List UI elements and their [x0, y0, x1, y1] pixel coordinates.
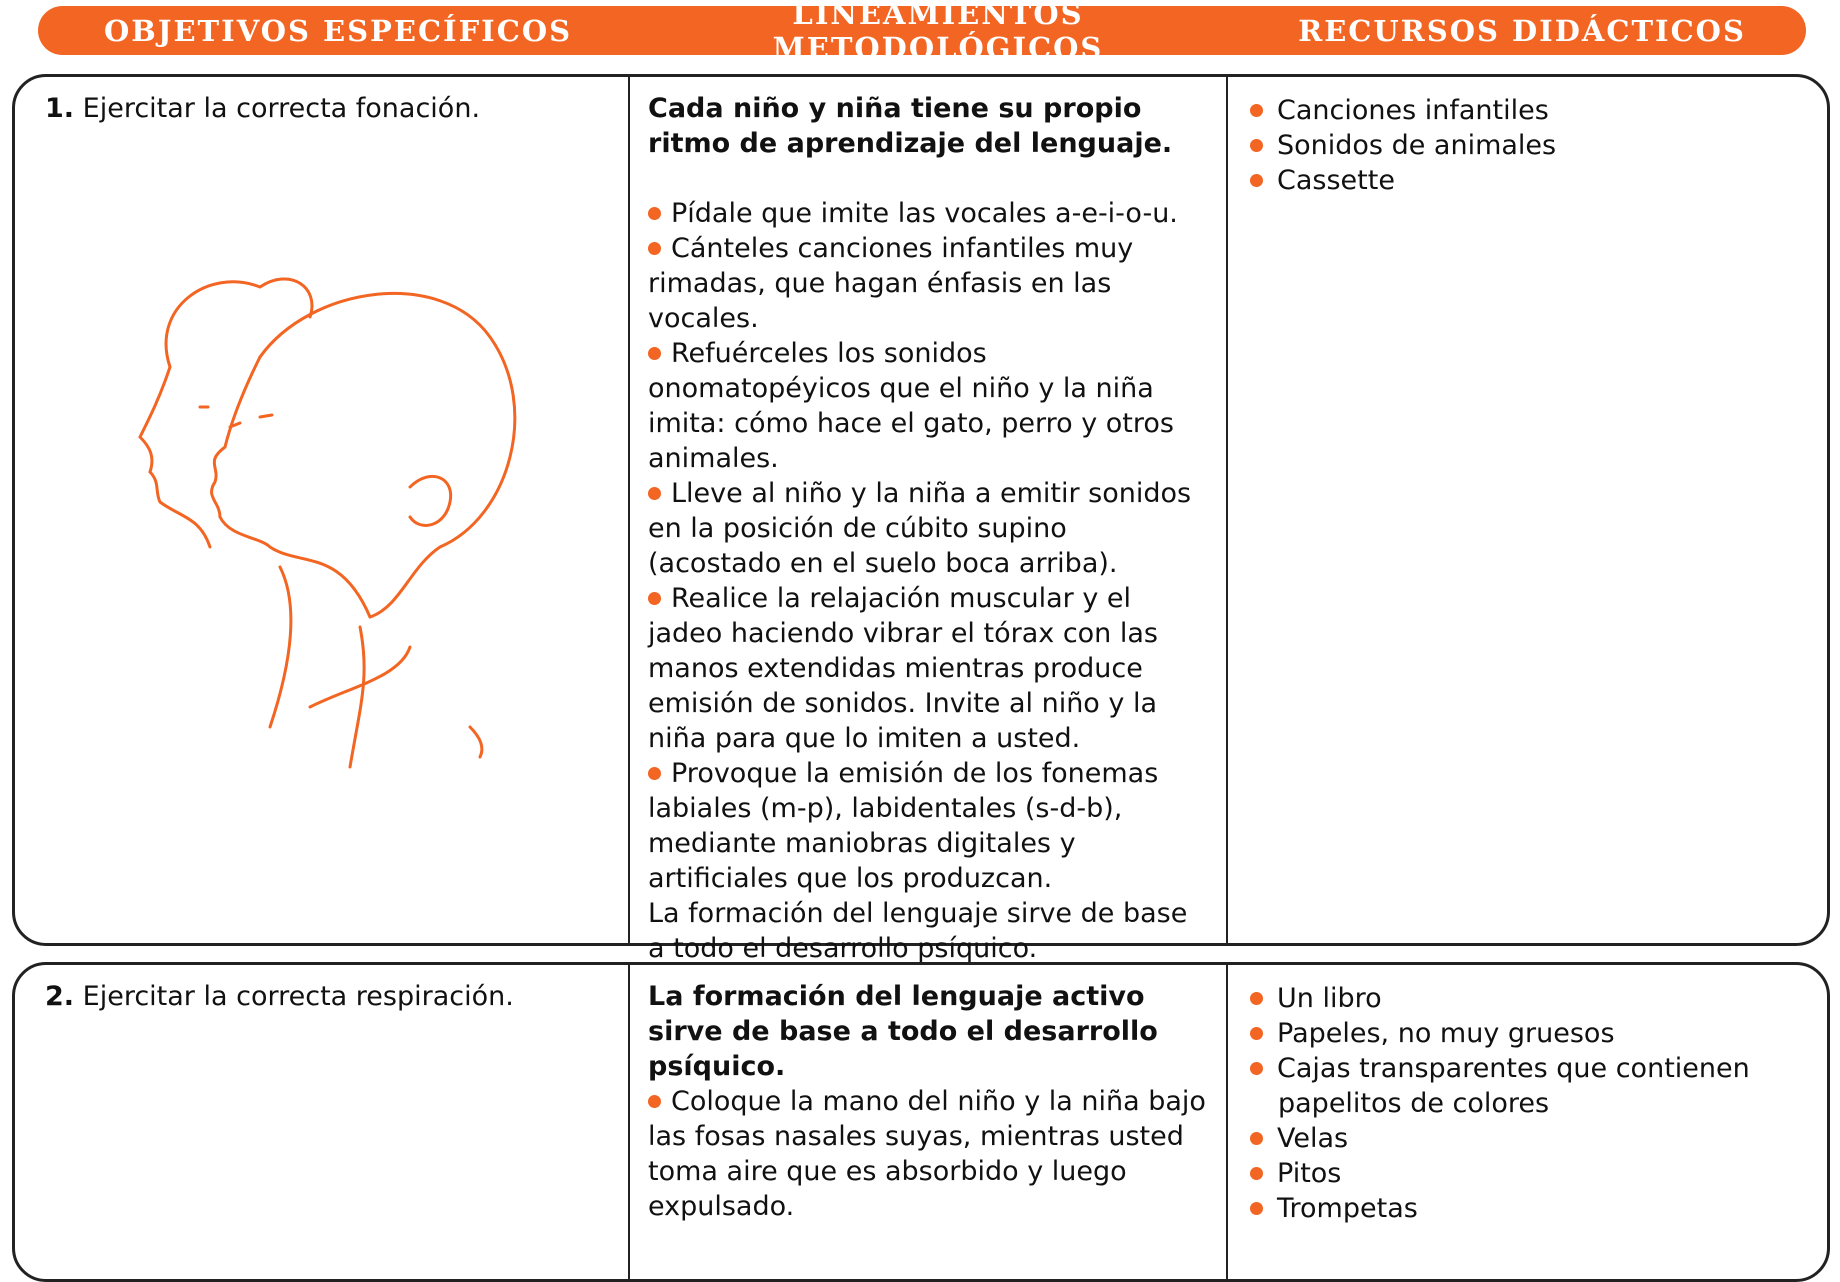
objective-text: Ejercitar la correcta fonación.: [82, 93, 481, 124]
resource-item: Cajas transparentes que contienen papeli…: [1250, 1051, 1805, 1121]
bullet: [648, 592, 661, 605]
bullet: [648, 207, 661, 220]
bullet: [1250, 1027, 1263, 1040]
bullet: [1250, 174, 1263, 187]
column-header: OBJETIVOS ESPECÍFICOS: [103, 13, 573, 48]
column-header: RECURSOS DIDÁCTICOS: [1298, 13, 1746, 48]
row-box: 1. Ejercitar la correcta fonación. Cada n…: [12, 74, 1830, 964]
bullet: [1250, 139, 1263, 152]
resources-cell: Canciones infantiles Sonidos de animales C…: [1228, 77, 1827, 943]
bullet: [648, 487, 661, 500]
bullet: [648, 1095, 661, 1108]
bullet: [1250, 1202, 1263, 1215]
methodology-title: La formación del lenguaje activo sirve d…: [648, 981, 1158, 1082]
resource-text: Pitos: [1277, 1158, 1342, 1189]
bullet: [1250, 104, 1263, 117]
methodology-cell: La formación del lenguaje activo sirve d…: [628, 965, 1228, 1279]
item-text: Provoque la emisión de los fonemas labia…: [648, 758, 1159, 894]
bullet: [648, 347, 661, 360]
resource-text: Cassette: [1277, 165, 1395, 196]
objective-cell: 2. Ejercitar la correcta respiración.: [15, 965, 628, 1279]
illustration: [138, 277, 517, 769]
resources-cell: Un libro Papeles, no muy gruesos Cajas tra…: [1228, 965, 1827, 1279]
objective-cell: 1. Ejercitar la correcta fonación.: [15, 77, 628, 943]
resource-item: Sonidos de animales: [1250, 128, 1805, 163]
resource-text: Un libro: [1277, 983, 1382, 1014]
item-text: Coloque la mano del niño y la niña bajo …: [648, 1086, 1206, 1222]
resource-item: Un libro: [1250, 981, 1805, 1016]
methodology-item: Refuérceles los sonidos onomatopéyicos q…: [648, 336, 1208, 476]
resource-item: Papeles, no muy gruesos: [1250, 1016, 1805, 1051]
item-text: Lleve al niño y la niña a emitir sonidos…: [648, 478, 1192, 579]
objective-text: Ejercitar la correcta respiración.: [82, 981, 514, 1012]
methodology-cell: Cada niño y niña tiene su propio ritmo d…: [628, 77, 1228, 964]
objective-number: 2.: [45, 981, 75, 1012]
item-text: Pídale que imite las vocales a-e-i-o-u.: [671, 198, 1178, 229]
resource-item: Cassette: [1250, 163, 1805, 198]
bullet: [648, 767, 661, 780]
objective: 2. Ejercitar la correcta respiración.: [45, 979, 598, 1014]
row-box: 2. Ejercitar la correcta respiración. La …: [12, 962, 1830, 1282]
resource-text: Cajas transparentes que contienen papeli…: [1277, 1053, 1750, 1119]
header-bar: OBJETIVOS ESPECÍFICOS LINEAMIENTOS METODO…: [38, 0, 1806, 65]
resource-text: Canciones infantiles: [1277, 95, 1549, 126]
item-text: Cánteles canciones infantiles muy rimada…: [648, 233, 1134, 334]
methodology-item: Realice la relajación muscular y el jade…: [648, 581, 1208, 756]
bullet: [648, 242, 661, 255]
objective-number: 1.: [45, 93, 75, 124]
objective: 1. Ejercitar la correcta fonación.: [45, 91, 598, 126]
page: OBJETIVOS ESPECÍFICOS LINEAMIENTOS METODO…: [12, 0, 1830, 1282]
methodology-item: Coloque la mano del niño y la niña bajo …: [648, 1084, 1208, 1224]
item-text: Realice la relajación muscular y el jade…: [648, 583, 1158, 754]
bullet: [1250, 1062, 1263, 1075]
resource-item: Trompetas: [1250, 1191, 1805, 1226]
resource-item: Pitos: [1250, 1156, 1805, 1191]
resource-item: Canciones infantiles: [1250, 93, 1805, 128]
methodology-item: Pídale que imite las vocales a-e-i-o-u.: [648, 196, 1208, 231]
resource-text: Sonidos de animales: [1277, 130, 1557, 161]
bullet: [1250, 992, 1263, 1005]
methodology-title: Cada niño y niña tiene su propio ritmo d…: [648, 93, 1173, 159]
methodology-item: Lleve al niño y la niña a emitir sonidos…: [648, 476, 1208, 581]
resource-text: Velas: [1277, 1123, 1349, 1154]
column-header: LINEAMIENTOS METODOLÓGICOS: [772, 0, 1104, 65]
methodology-note: La formación del lenguaje sirve de base …: [648, 898, 1188, 964]
resource-text: Trompetas: [1277, 1193, 1418, 1224]
methodology-item: Cánteles canciones infantiles muy rimada…: [648, 231, 1208, 336]
resource-item: Velas: [1250, 1121, 1805, 1156]
item-text: Refuérceles los sonidos onomatopéyicos q…: [648, 338, 1174, 474]
bullet: [1250, 1167, 1263, 1180]
bullet: [1250, 1132, 1263, 1145]
resource-text: Papeles, no muy gruesos: [1277, 1018, 1615, 1049]
methodology-item: Provoque la emisión de los fonemas labia…: [648, 756, 1208, 896]
